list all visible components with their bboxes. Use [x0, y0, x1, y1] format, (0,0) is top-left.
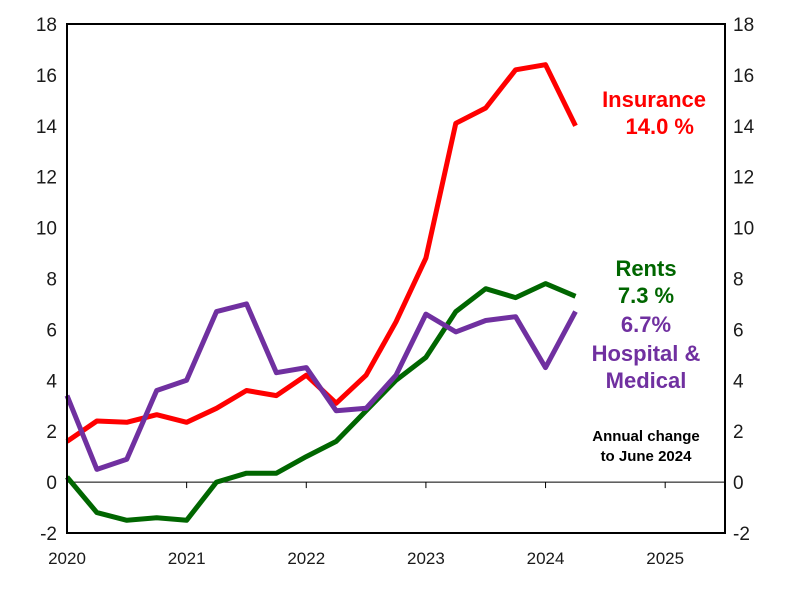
medical-label-line1: Hospital & [592, 341, 701, 366]
x-axis-labels: 2020 2021 2022 2023 2024 2025 [48, 549, 684, 568]
y-tick-label-right: 10 [733, 219, 754, 240]
y-tick-label-right: 8 [733, 270, 744, 291]
y-tick-label-right: 14 [733, 117, 755, 138]
y-tick-label-right: -2 [733, 524, 750, 545]
y-tick-label-left: 18 [36, 15, 57, 36]
y-tick-label-right: 12 [733, 168, 754, 189]
y-tick-label-left: 4 [46, 371, 57, 392]
y-tick-label-right: 2 [733, 422, 744, 443]
insurance-label: Insurance [602, 87, 706, 112]
plot-frame [66, 23, 726, 534]
insurance-value: 14.0 % [626, 114, 695, 139]
series-line-hospital-medical [64, 301, 578, 472]
rents-label: Rents [615, 256, 676, 281]
y-tick-label-right: 0 [733, 473, 744, 494]
medical-value: 6.7% [621, 312, 671, 337]
y-tick-label-right: 18 [733, 15, 754, 36]
y-tick-label-left: 6 [46, 320, 57, 341]
series-lines [64, 62, 578, 523]
note-line2: to June 2024 [601, 448, 693, 465]
x-tick-label: 2024 [527, 549, 565, 568]
y-tick-label-left: 8 [46, 270, 57, 291]
y-tick-label-left: 14 [36, 117, 58, 138]
x-tick-label: 2025 [646, 549, 684, 568]
series-line-rents [65, 281, 577, 523]
note-line1: Annual change [592, 428, 700, 445]
rents-value: 7.3 % [618, 283, 674, 308]
y-tick-label-left: 0 [46, 473, 57, 494]
y-tick-label-right: 4 [733, 371, 744, 392]
y-tick-label-left: 2 [46, 422, 57, 443]
y-axis-right-labels: -2 0 2 4 6 8 10 12 14 16 18 [733, 15, 755, 545]
y-tick-label-left: -2 [40, 524, 57, 545]
x-tick-label: 2020 [48, 549, 86, 568]
medical-label-line2: Medical [606, 368, 687, 393]
y-tick-label-right: 16 [733, 66, 754, 87]
y-tick-label-left: 16 [36, 66, 57, 87]
x-tick-label: 2021 [168, 549, 206, 568]
y-axis-left-labels: -2 0 2 4 6 8 10 12 14 16 18 [36, 15, 58, 545]
y-tick-label-left: 12 [36, 168, 57, 189]
x-tick-label: 2022 [287, 549, 325, 568]
x-tick-label: 2023 [407, 549, 445, 568]
x-axis-ticks [66, 482, 666, 489]
y-tick-label-right: 6 [733, 320, 744, 341]
y-tick-label-left: 10 [36, 219, 57, 240]
